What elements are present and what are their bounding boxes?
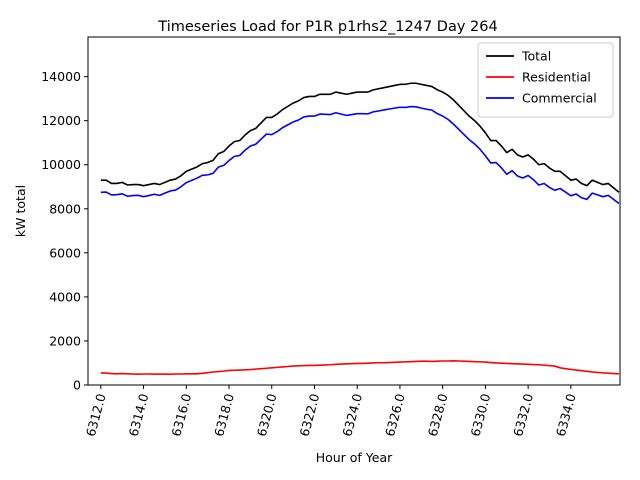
- legend-label-commercial: Commercial: [522, 91, 597, 106]
- chart-title: Timeseries Load for P1R p1rhs2_1247 Day …: [157, 19, 497, 35]
- axes-frame: [87, 36, 621, 386]
- y-tick-label: 2000: [49, 333, 81, 348]
- y-tick-label: 14000: [41, 69, 81, 84]
- y-tick-label: 10000: [41, 157, 81, 172]
- x-axis-label: Hour of Year: [316, 450, 393, 465]
- series-line-commercial: [100, 105, 620, 205]
- y-tick-label: 0: [73, 378, 81, 393]
- y-axis-label: kW total: [13, 185, 28, 237]
- y-tick-label: 6000: [49, 245, 81, 260]
- legend-label-total: Total: [521, 49, 551, 64]
- legend: Total Residential Commercial: [477, 42, 614, 118]
- y-tick-label: 8000: [49, 201, 81, 216]
- series-line-total: [100, 82, 620, 193]
- y-tick-label: 4000: [49, 289, 81, 304]
- legend-label-residential: Residential: [522, 70, 591, 85]
- y-tick-label: 12000: [41, 113, 81, 128]
- series-line-residential: [100, 359, 619, 376]
